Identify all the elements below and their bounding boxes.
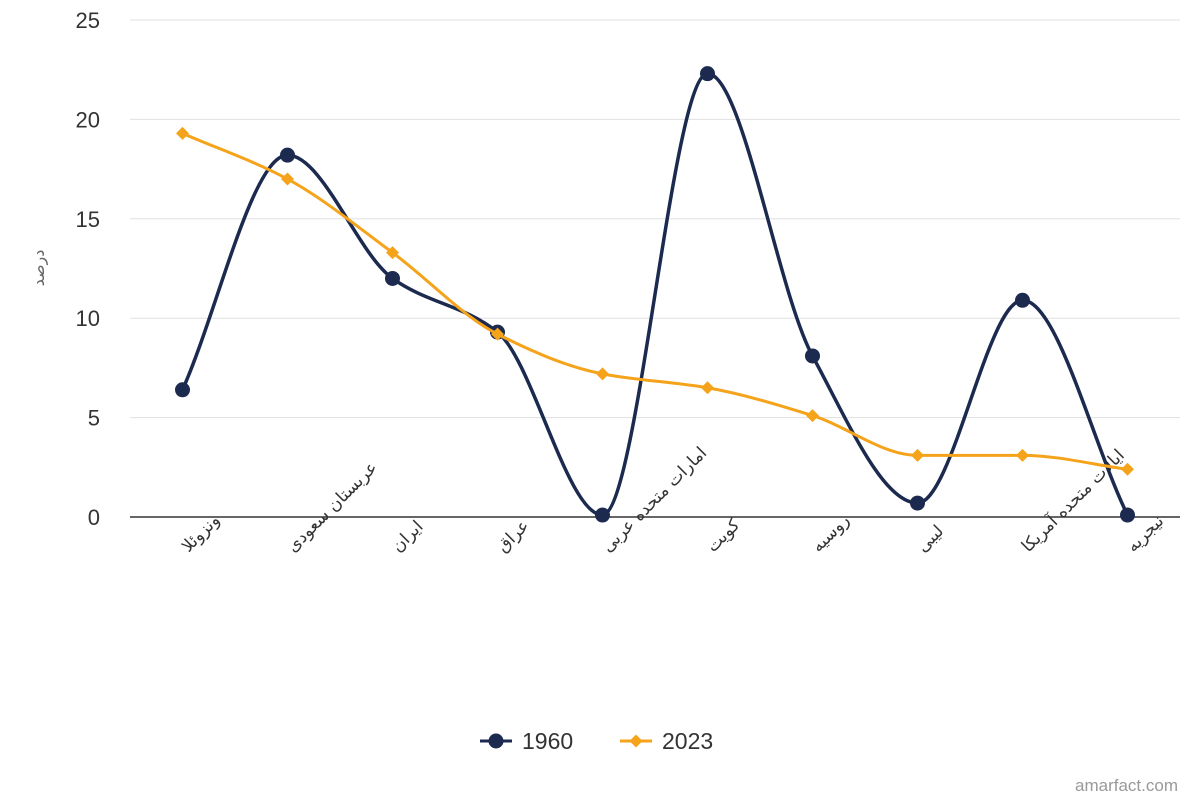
legend-item-2023[interactable]: 2023 bbox=[620, 728, 713, 754]
y-axis-ticks: 0 5 10 15 20 25 bbox=[76, 8, 100, 530]
watermark: amarfact.com bbox=[1075, 776, 1178, 795]
x-tick-label: عراق bbox=[493, 516, 534, 557]
data-point-2023[interactable] bbox=[1016, 448, 1029, 462]
data-point-2023[interactable] bbox=[491, 327, 504, 341]
legend-item-1960[interactable]: 1960 bbox=[480, 728, 573, 754]
y-axis-label: درصد bbox=[29, 250, 49, 287]
legend-circle-marker bbox=[488, 733, 504, 749]
series-line-2023 bbox=[181, 131, 1128, 471]
legend-label: 1960 bbox=[522, 728, 573, 754]
data-point-1960[interactable] bbox=[1015, 292, 1030, 308]
y-tick-label: 10 bbox=[76, 306, 100, 331]
data-point-2023[interactable] bbox=[911, 448, 924, 462]
series-line-1960 bbox=[180, 71, 1130, 517]
data-point-1960[interactable] bbox=[385, 270, 400, 286]
data-point-2023[interactable] bbox=[1121, 462, 1134, 476]
data-point-1960[interactable] bbox=[280, 147, 295, 163]
data-point-2023[interactable] bbox=[386, 246, 399, 260]
data-point-2023[interactable] bbox=[596, 367, 609, 381]
series-2023 bbox=[176, 126, 1134, 476]
x-tick-label: ایران bbox=[388, 517, 428, 557]
y-tick-label: 15 bbox=[76, 207, 100, 232]
data-point-1960[interactable] bbox=[700, 66, 715, 82]
data-point-1960[interactable] bbox=[910, 495, 925, 511]
data-point-2023[interactable] bbox=[701, 381, 714, 395]
x-axis-ticks: ونزوئلا عربستان سعودی ایران عراق امارات متحد… bbox=[178, 443, 1168, 556]
y-tick-label: 5 bbox=[88, 406, 100, 431]
data-point-1960[interactable] bbox=[595, 507, 610, 523]
data-point-1960[interactable] bbox=[175, 382, 190, 398]
y-tick-label: 20 bbox=[76, 107, 100, 132]
y-tick-label: 0 bbox=[88, 505, 100, 530]
data-point-1960[interactable] bbox=[805, 348, 820, 364]
data-point-1960[interactable] bbox=[1120, 507, 1135, 523]
data-point-2023[interactable] bbox=[281, 172, 294, 186]
legend-label: 2023 bbox=[662, 728, 713, 754]
data-point-2023[interactable] bbox=[806, 409, 819, 423]
data-point-2023[interactable] bbox=[176, 126, 189, 140]
x-tick-label: عربستان سعودی bbox=[283, 458, 382, 557]
series-layer bbox=[175, 66, 1135, 523]
y-tick-label: 25 bbox=[76, 8, 100, 33]
x-tick-label: کویت bbox=[703, 515, 745, 557]
legend-diamond-marker bbox=[629, 734, 643, 748]
x-tick-label: لیبی bbox=[913, 521, 948, 556]
legend[interactable]: 1960 2023 bbox=[480, 728, 713, 754]
grid-lines bbox=[130, 19, 1180, 419]
